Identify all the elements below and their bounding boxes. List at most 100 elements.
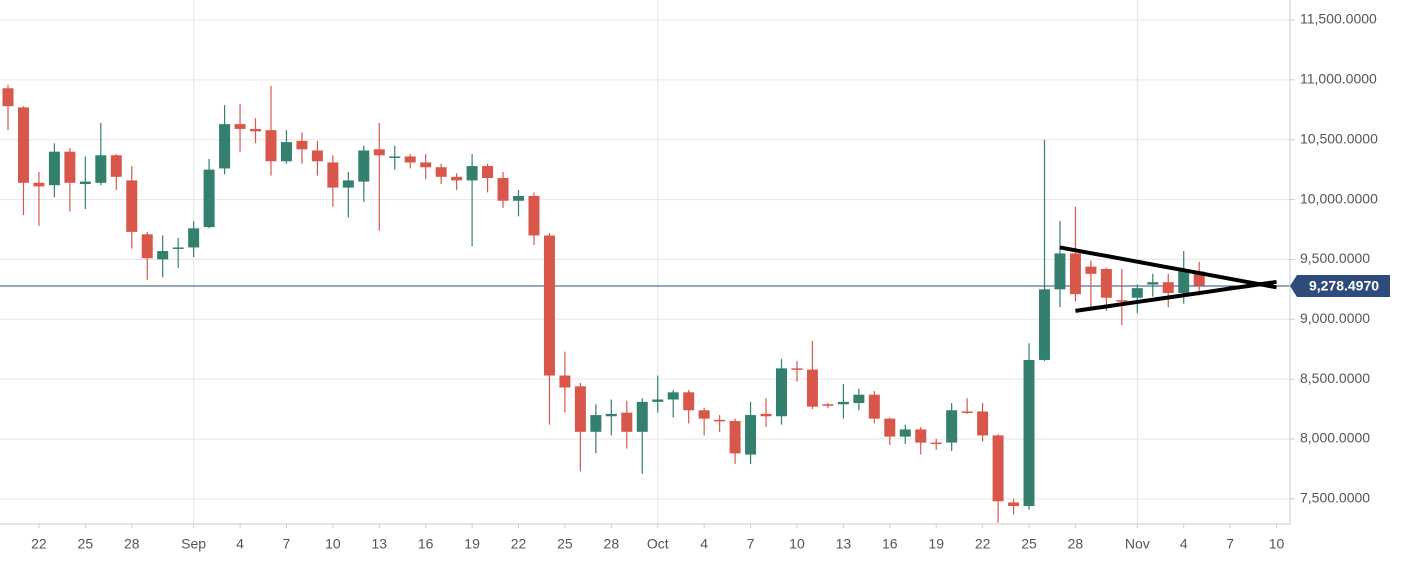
- candle-body: [1069, 253, 1081, 295]
- y-tick-label: 8,500.0000: [1300, 370, 1370, 386]
- candle-body: [574, 386, 586, 432]
- x-tick-label: 4: [1180, 536, 1188, 552]
- candle-body: [17, 107, 29, 183]
- candle-body: [652, 399, 664, 402]
- x-tick-label: 16: [882, 536, 898, 552]
- candle-body: [373, 149, 385, 156]
- candle-body: [327, 162, 339, 188]
- candle-body: [760, 413, 772, 417]
- candle-body: [219, 124, 231, 169]
- candle-body: [358, 150, 370, 182]
- x-tick-label: 28: [124, 536, 140, 552]
- candle-body: [513, 195, 525, 201]
- x-tick-label: 22: [31, 536, 47, 552]
- candle-body: [1178, 271, 1190, 293]
- x-tick-label: 13: [836, 536, 852, 552]
- candle-body: [714, 419, 726, 422]
- candle-body: [342, 180, 354, 188]
- candle-body: [482, 166, 494, 179]
- x-tick-label: 19: [928, 536, 944, 552]
- candle-body: [234, 124, 246, 129]
- candle-body: [280, 142, 292, 162]
- y-tick-label: 9,000.0000: [1300, 310, 1370, 326]
- candle-body: [1162, 282, 1174, 293]
- candle-body: [977, 411, 989, 436]
- candle-body: [48, 151, 60, 186]
- y-tick-label: 10,000.0000: [1300, 190, 1378, 206]
- candle-body: [79, 181, 91, 185]
- candle-body: [1100, 269, 1112, 298]
- x-tick-label: 25: [78, 536, 94, 552]
- candle-body: [126, 180, 138, 232]
- y-tick-label: 11,000.0000: [1300, 71, 1377, 87]
- candle-body: [868, 394, 880, 419]
- candle-body: [203, 169, 215, 228]
- candle-body: [776, 368, 787, 417]
- x-tick-label: Sep: [181, 536, 206, 552]
- candle-body: [1193, 271, 1205, 286]
- x-tick-label: 22: [975, 536, 991, 552]
- candle-body: [528, 195, 540, 236]
- x-tick-label: 19: [464, 536, 480, 552]
- candle-body: [745, 415, 757, 455]
- candle-body: [729, 421, 741, 454]
- candle-body: [590, 415, 602, 432]
- candle-body: [559, 375, 571, 388]
- candle-body: [95, 155, 107, 183]
- candle-body: [698, 410, 710, 419]
- x-tick-label: 7: [283, 536, 291, 552]
- x-tick-label: 7: [1226, 536, 1234, 552]
- candle-body: [899, 429, 911, 437]
- candle-body: [250, 128, 262, 132]
- candle-body: [605, 413, 617, 417]
- x-tick-label: 10: [789, 536, 805, 552]
- x-tick-label: 25: [1021, 536, 1037, 552]
- candle-body: [172, 247, 184, 249]
- candle-body: [497, 178, 509, 201]
- y-tick-label: 11,500.0000: [1300, 11, 1377, 27]
- candle-body: [791, 368, 803, 370]
- candle-body: [884, 418, 896, 437]
- price-label: 9,278.4970: [1309, 278, 1379, 294]
- y-tick-label: 7,500.0000: [1300, 490, 1370, 506]
- candle-body: [992, 435, 1004, 502]
- x-tick-label: 22: [511, 536, 527, 552]
- candle-body: [64, 151, 76, 183]
- candle-body: [311, 150, 323, 162]
- plot-layer: [0, 0, 1290, 524]
- candle-body: [110, 155, 122, 177]
- candle-body: [946, 410, 958, 443]
- y-tick-label: 8,000.0000: [1300, 430, 1370, 446]
- candle-body: [466, 166, 478, 181]
- trend-line: [1075, 279, 1277, 313]
- candle-body: [837, 401, 849, 405]
- candle-body: [1116, 300, 1128, 302]
- x-tick-label: Oct: [647, 536, 669, 552]
- candle-body: [141, 234, 153, 259]
- x-tick-label: 13: [371, 536, 387, 552]
- candle-body: [636, 401, 648, 432]
- candle-body: [1023, 359, 1035, 507]
- candle-body: [188, 228, 200, 248]
- price-tag: [1290, 274, 1390, 297]
- candle-body: [1054, 253, 1066, 290]
- candle-body: [915, 429, 927, 443]
- candle-body: [621, 412, 633, 432]
- candle-body: [961, 411, 973, 413]
- candle-body: [1085, 266, 1097, 274]
- candle-body: [822, 404, 834, 406]
- x-tick-label: 28: [604, 536, 620, 552]
- candle-body: [157, 251, 169, 260]
- y-tick-label: 9,500.0000: [1300, 250, 1370, 266]
- x-tick-label: 7: [747, 536, 755, 552]
- candle-body: [1008, 502, 1020, 507]
- x-tick-label: 4: [236, 536, 244, 552]
- candle-body: [543, 235, 555, 376]
- candle-body: [296, 140, 308, 150]
- candle-body: [265, 130, 277, 162]
- x-tick-label: 16: [418, 536, 434, 552]
- candle-body: [33, 182, 45, 187]
- x-tick-label: 25: [557, 536, 573, 552]
- candle-body: [420, 162, 432, 168]
